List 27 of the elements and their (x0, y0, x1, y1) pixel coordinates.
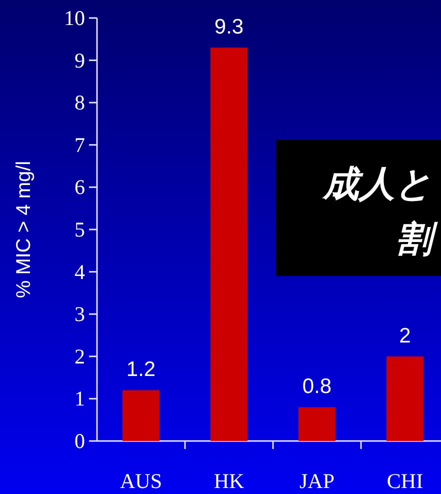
note: 成人と 割 (276, 140, 441, 276)
y-tick-label: 5 (74, 218, 85, 242)
annotation: 割 (396, 219, 438, 260)
y-tick-label: 4 (74, 260, 86, 284)
bar (298, 407, 336, 441)
y-tick-label: 9 (74, 48, 85, 72)
data-label: 1.2 (126, 358, 156, 382)
data-label: 0.8 (302, 375, 332, 398)
bar (386, 356, 424, 441)
y-tick-label: 10 (64, 6, 85, 30)
bar (122, 390, 160, 441)
y-tick-label: 3 (74, 302, 85, 326)
y-tick-label: 2 (74, 344, 85, 368)
y-tick-label: 1 (74, 386, 85, 411)
x-tick-label: HK (214, 469, 244, 493)
x-tick-label: AUS (120, 469, 162, 493)
x-tick-label: JAP (299, 469, 335, 493)
data-label: 2 (399, 324, 411, 348)
y-tick-label: 0 (74, 429, 85, 453)
y-tick-label: 6 (74, 175, 85, 200)
y-tick-label: 7 (74, 132, 85, 157)
annotation: 成人と (321, 164, 432, 205)
data-label: 9.3 (214, 16, 244, 39)
y-axis-title: % MIC > 4 mg/l (13, 160, 35, 298)
bar (210, 48, 248, 441)
y-tick-label: 8 (74, 90, 85, 115)
x-tick-label: CHI (386, 469, 424, 493)
